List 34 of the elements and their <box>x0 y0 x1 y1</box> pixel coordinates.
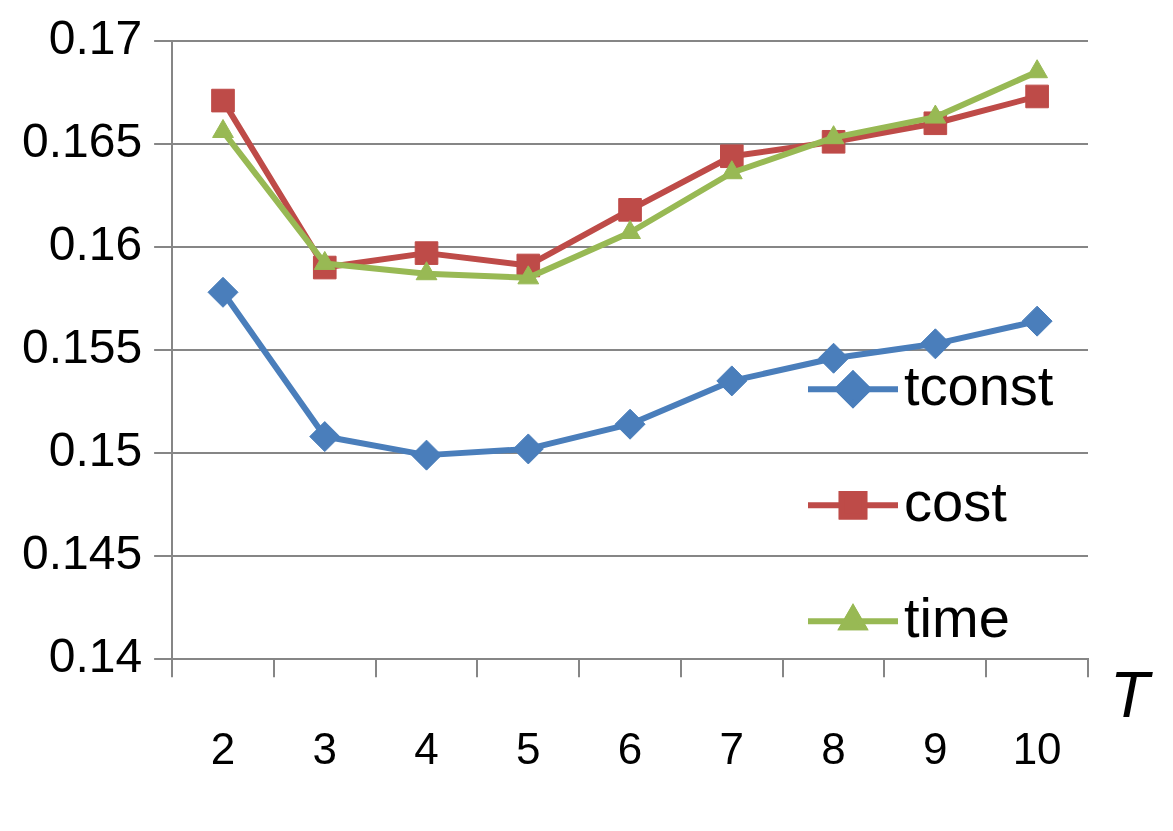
y-tick-label: 0.17 <box>48 11 143 65</box>
point <box>618 198 642 222</box>
point <box>411 439 443 471</box>
point <box>1025 84 1049 109</box>
y-tick-label: 0.14 <box>48 629 143 683</box>
point <box>818 342 850 374</box>
point <box>720 144 744 169</box>
x-tick-label: 3 <box>312 723 338 773</box>
x-axis-title: T <box>1110 659 1153 731</box>
y-tick-label: 0.145 <box>21 526 143 580</box>
x-tick-label: 8 <box>821 723 846 773</box>
point <box>614 408 646 440</box>
legend-label: cost <box>904 469 1008 533</box>
point <box>716 365 748 397</box>
x-tick-label: 7 <box>719 723 745 773</box>
point <box>414 241 439 265</box>
legend-label: time <box>904 585 1010 649</box>
point <box>211 88 235 113</box>
y-tick-label: 0.16 <box>48 217 143 271</box>
y-tick-label: 0.15 <box>48 423 143 477</box>
x-tick-label: 9 <box>923 723 948 773</box>
x-tick-label: 10 <box>1012 723 1062 773</box>
y-tick-label: 0.165 <box>21 114 143 168</box>
point <box>207 276 239 308</box>
x-tick-label: 6 <box>617 723 643 773</box>
x-tick-label: 2 <box>210 723 236 773</box>
point <box>919 328 951 360</box>
point <box>512 433 544 465</box>
legend-label: tconst <box>904 353 1054 417</box>
point <box>309 421 341 453</box>
y-tick-label: 0.155 <box>21 320 143 374</box>
x-tick-label: 4 <box>414 723 439 773</box>
point <box>1021 305 1053 337</box>
x-tick-label: 5 <box>516 723 541 773</box>
